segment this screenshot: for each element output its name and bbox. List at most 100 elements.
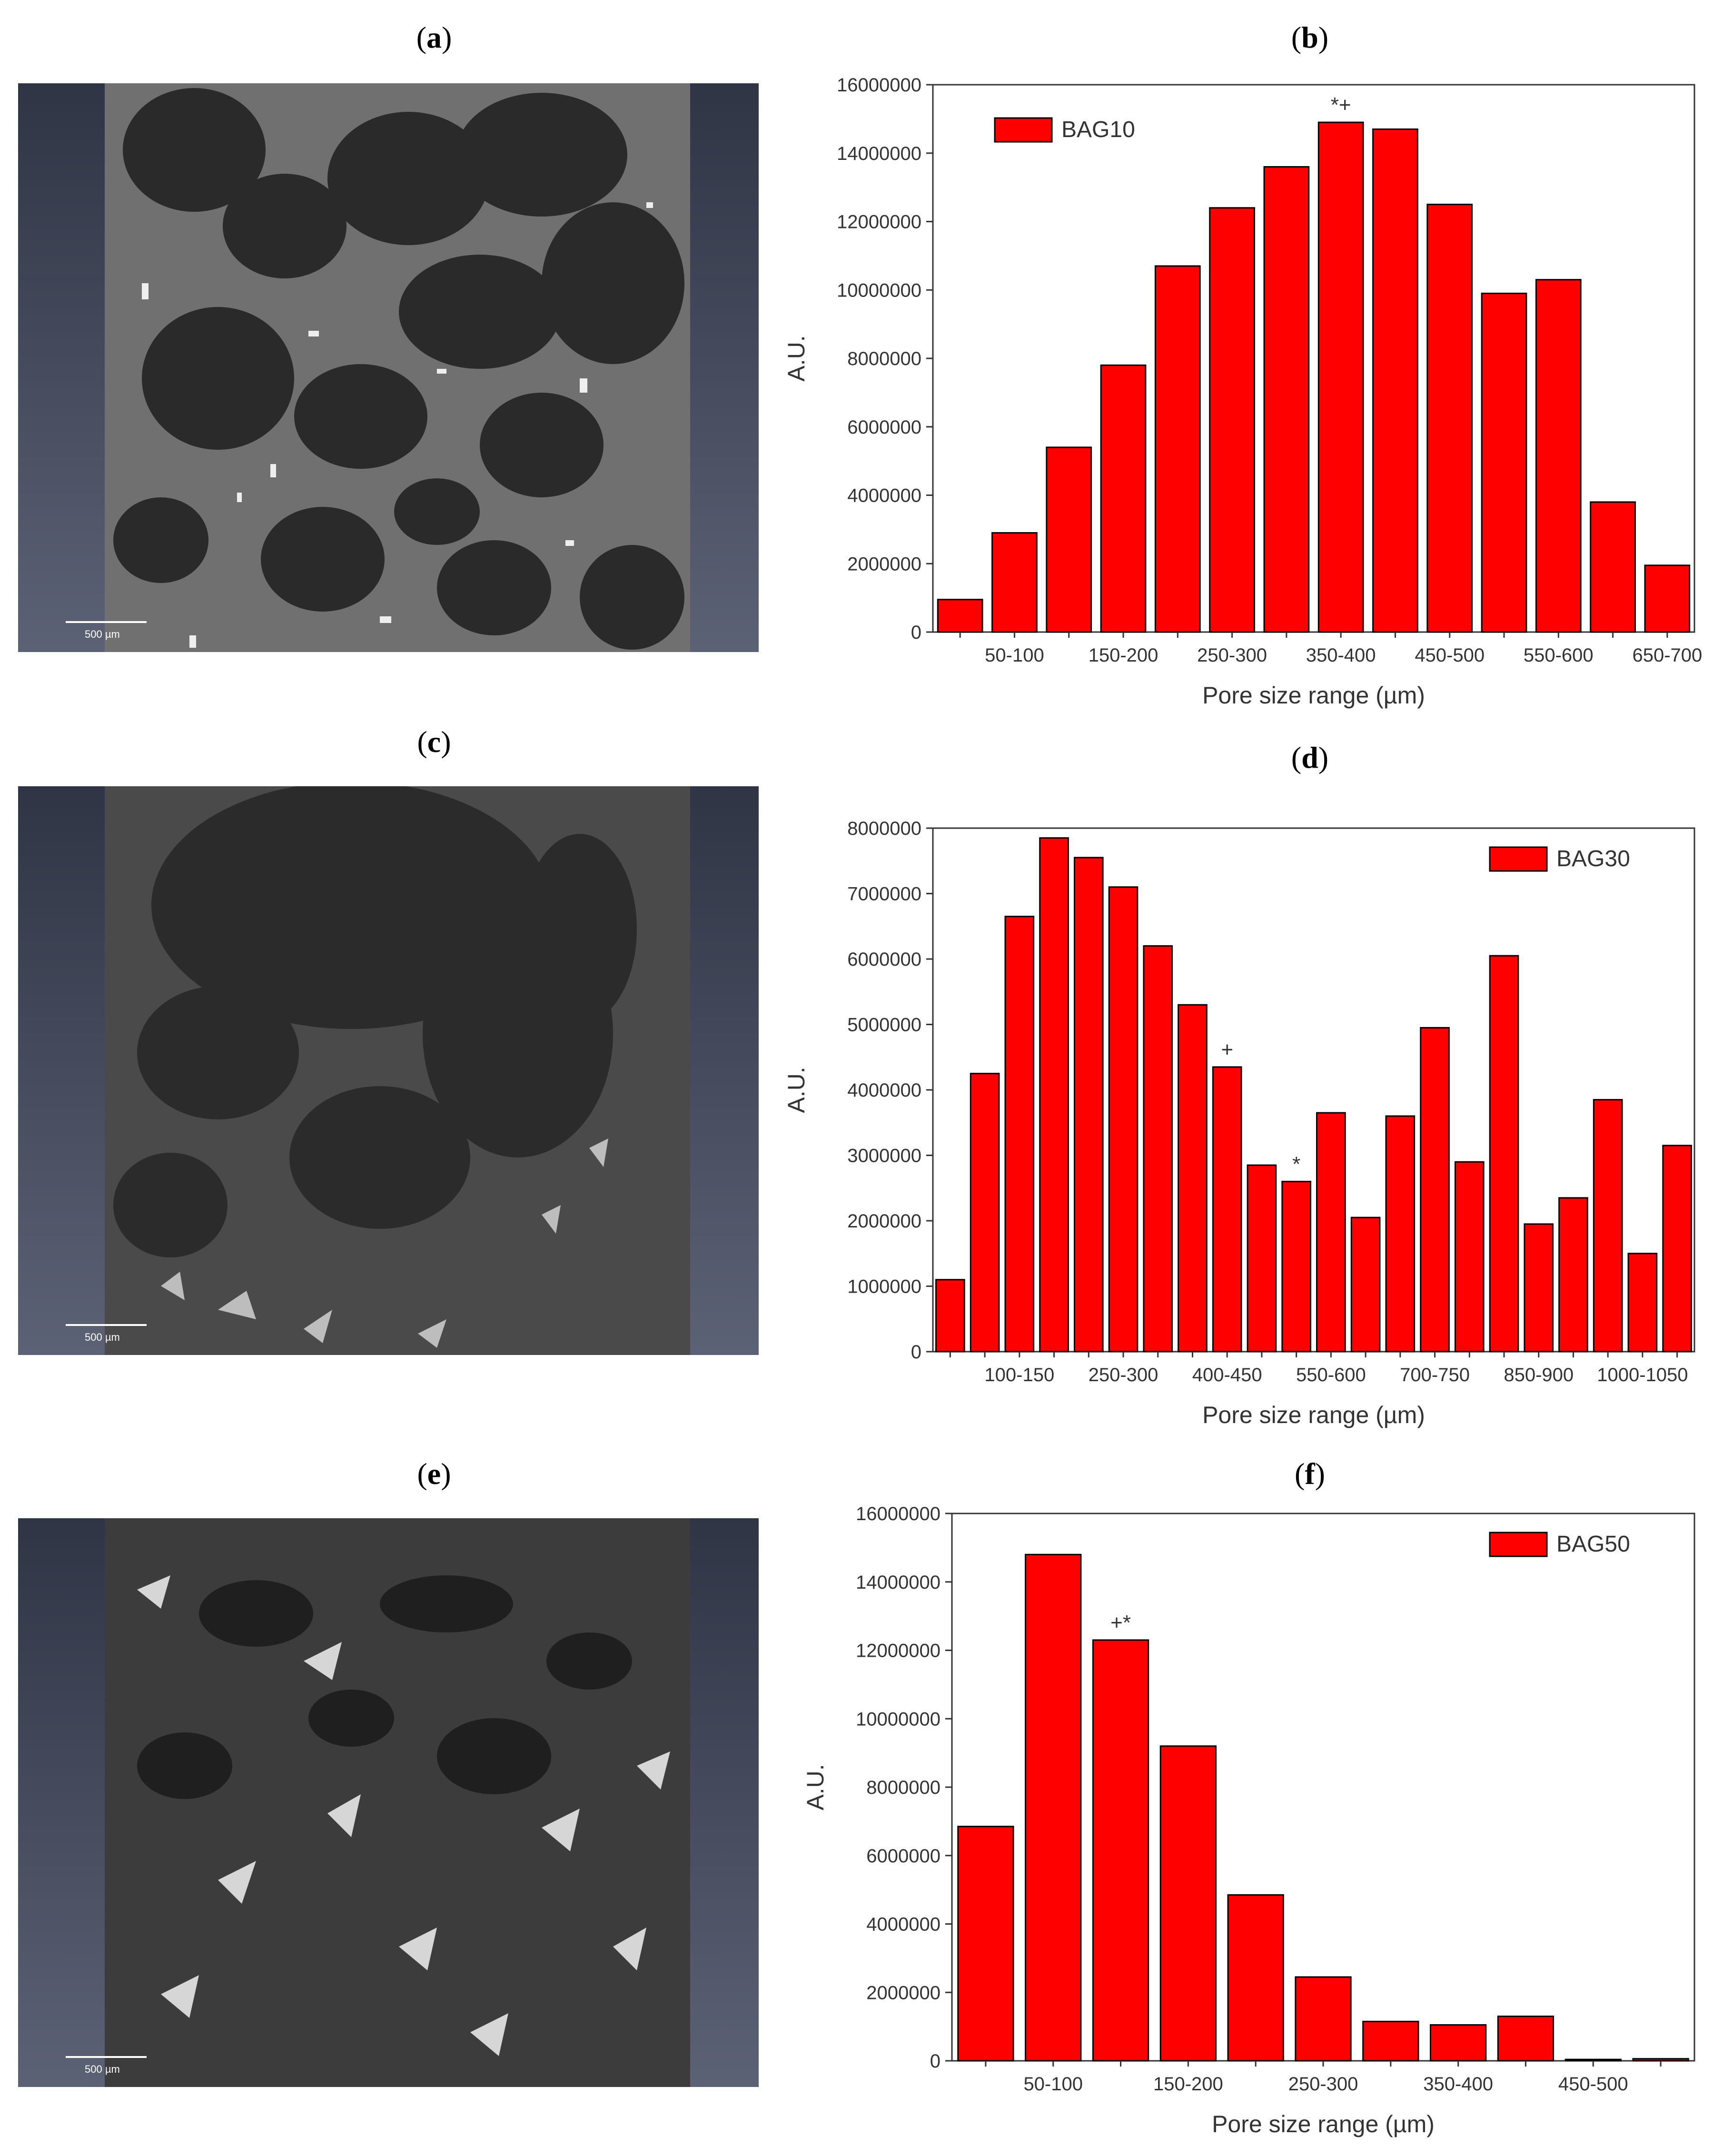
x-tick-label: 1000-1050 [1597,1365,1688,1385]
x-tick-label: 450-500 [1415,645,1485,666]
y-tick-label: 6000000 [847,417,921,438]
scale-bar-label-a: 500 µm [85,628,120,640]
panel-label-d: (d) [1291,741,1329,774]
x-tick-label: 150-200 [1153,2074,1223,2095]
bar-600-650 [1350,1216,1381,1353]
x-tick-label: 450-500 [1558,2074,1628,2095]
bar-350-400 [1429,2024,1487,2062]
y-tick-label: 0 [911,1342,921,1363]
bar-600-650 [1590,501,1636,633]
bar-1000-1050 [1627,1253,1658,1353]
y-tick-label: 3000000 [847,1146,921,1167]
legend-label: BAG10 [1061,117,1135,142]
micrograph-c: 500 µm [18,786,759,1355]
significance-mark: * [1292,1153,1300,1176]
bar-150-200 [1100,364,1147,633]
bar-950-1000 [1593,1099,1623,1353]
panel-label-a: (a) [416,20,452,54]
x-tick-label: 350-400 [1423,2074,1493,2095]
x-axis-label: Pore size range (µm) [1212,2111,1435,2137]
bar-400-450 [1212,1066,1242,1353]
bar-1050-1100 [1662,1145,1692,1353]
scale-bar-label-c: 500 µm [85,1331,120,1343]
x-tick-label: 250-300 [1197,645,1267,666]
y-tick-label: 4000000 [847,485,921,506]
x-tick-label: 100-150 [984,1365,1054,1385]
chart-b: 0 2000000 4000000 6000000 8000000 10000000 120… [771,71,1704,728]
x-tick-label: 650-700 [1632,645,1702,666]
bar-100-150 [1092,1639,1149,2062]
bar-550-600 [1535,279,1582,633]
panel-label-f: (f) [1295,1457,1325,1491]
y-tick-label: 2000000 [866,1982,941,2003]
y-tick-label: 6000000 [866,1846,941,1867]
y-tick-label: 8000000 [866,1777,941,1798]
bar-550-600 [1316,1112,1346,1353]
x-tick-label: 550-600 [1524,645,1594,666]
x-tick-label: 250-300 [1089,1365,1159,1385]
chart-svg-d: 0 1000000 2000000 3000000 4000000 5000000 6000… [783,818,1695,1428]
bar-300-350 [1263,166,1310,633]
bar-0-50 [937,599,983,633]
bar-0-50 [935,1279,965,1353]
bar-250-300 [1209,207,1255,633]
chart-f: 0 2000000 4000000 6000000 8000000 10000000 120… [771,1499,1704,2156]
bar-500-550 [1632,2058,1689,2062]
bar-100-150 [1004,916,1035,1353]
micrograph-e-svg: 500 µm [18,1518,759,2087]
y-tick-label: 7000000 [847,884,921,905]
y-tick-label: 2000000 [847,1211,921,1232]
y-axis-label: A.U. [783,1067,810,1113]
y-tick-label: 10000000 [837,280,921,301]
bar-250-300 [1295,1976,1352,2062]
chart-d: 0 1000000 2000000 3000000 4000000 5000000 6000… [771,790,1704,1442]
bar-650-700 [1644,564,1691,633]
y-tick-label: 14000000 [837,143,921,164]
bar-450-500 [1247,1164,1277,1353]
legend-label: BAG50 [1556,1532,1630,1557]
y-tick-label: 5000000 [847,1015,921,1036]
x-tick-label: 50-100 [985,645,1044,666]
y-tick-label: 1000000 [847,1276,921,1297]
legend-swatch [1489,1532,1548,1557]
y-tick-label: 6000000 [847,949,921,970]
y-tick-label: 12000000 [837,212,921,233]
bar-400-450 [1372,128,1418,633]
significance-mark: *+ [1331,93,1351,117]
y-tick-label: 2000000 [847,554,921,574]
bar-50-100 [991,532,1038,633]
x-tick-label: 350-400 [1306,645,1376,666]
y-tick-label: 4000000 [847,1080,921,1101]
y-tick-label: 8000000 [847,348,921,369]
bar-100-150 [1046,446,1092,633]
bar-800-850 [1489,955,1519,1353]
panel-label-b: (b) [1291,20,1329,54]
micrograph-e: 500 µm [18,1518,759,2087]
bar-700-750 [1420,1027,1450,1353]
y-tick-label: 0 [911,622,921,643]
scale-bar-label-e: 500 µm [85,2063,120,2075]
y-tick-label: 0 [930,2051,941,2072]
x-axis-label: Pore size range (µm) [1202,682,1425,709]
x-tick-label: 700-750 [1400,1365,1470,1385]
bar-350-400 [1178,1004,1208,1353]
bar-500-550 [1481,292,1527,633]
micrograph-c-svg: 500 µm [18,786,759,1355]
panel-label-c: (c) [417,725,451,759]
y-axis-label: A.U. [783,335,810,381]
bar-400-450 [1497,2016,1555,2062]
y-tick-label: 4000000 [866,1914,941,1935]
legend-swatch [994,117,1053,143]
x-tick-label: 150-200 [1089,645,1159,666]
bar-50-100 [970,1073,1000,1353]
bar-200-250 [1227,1894,1284,2062]
y-tick-label: 16000000 [856,1503,941,1524]
x-tick-label: 550-600 [1296,1365,1366,1385]
legend-label: BAG30 [1556,846,1630,871]
bar-300-350 [1143,945,1173,1353]
significance-mark: +* [1110,1611,1131,1634]
chart-svg-b: 0 2000000 4000000 6000000 8000000 10000000 120… [783,75,1702,709]
x-tick-label: 250-300 [1288,2074,1358,2095]
bar-250-300 [1108,886,1139,1353]
y-axis-label: A.U. [802,1764,829,1810]
